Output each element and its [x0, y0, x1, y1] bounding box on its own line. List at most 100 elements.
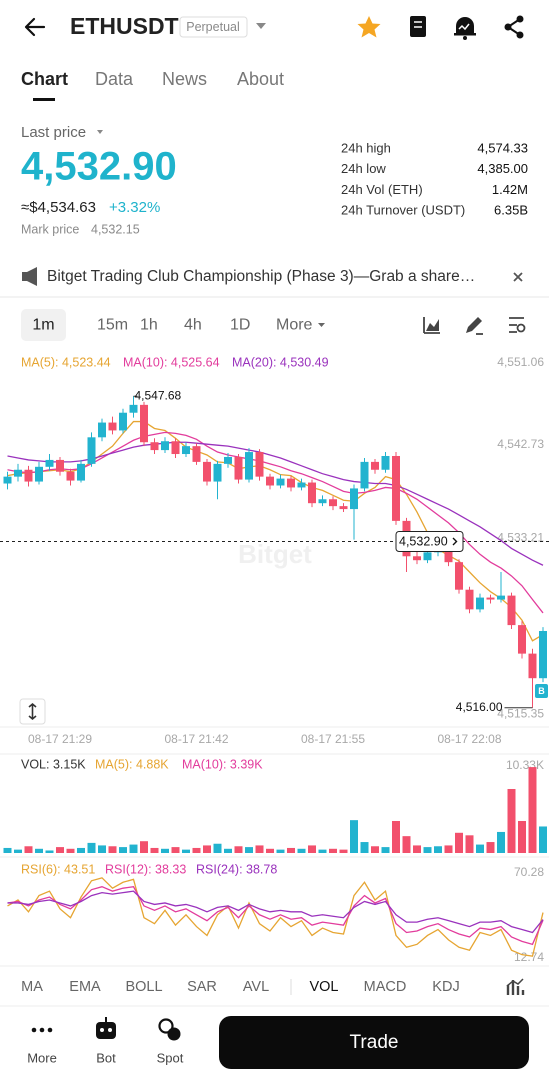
indicator[interactable]: MACD [364, 979, 407, 995]
volume-bar [245, 847, 253, 853]
last-price-label: Last price [21, 124, 86, 141]
trade-label[interactable]: Trade [350, 1032, 399, 1053]
legend-entry: MA(10): 3.39K [182, 757, 263, 771]
stat-value: 4,385.00 [477, 161, 528, 176]
y-tick-label: 4,533.21 [497, 531, 544, 545]
candle-body [486, 597, 495, 600]
candle-body [413, 556, 421, 561]
candle-body [108, 422, 117, 431]
volume-bar [371, 846, 379, 853]
chart-type-icon[interactable] [423, 317, 440, 334]
candle-body [255, 452, 264, 477]
bot-icon[interactable] [96, 1017, 116, 1039]
share-icon[interactable] [504, 15, 524, 39]
candle-body [3, 476, 12, 484]
spot-icon[interactable] [158, 1018, 181, 1041]
volume-bar [392, 820, 400, 853]
stat-label: 24h high [341, 140, 391, 155]
alert-icon[interactable] [454, 17, 476, 40]
dropdown-icon [97, 130, 103, 134]
legend-entry: MA(5): 4,523.44 [21, 355, 111, 369]
indicator[interactable]: SAR [187, 979, 217, 995]
more-dropdown [318, 323, 325, 327]
stat-label: 24h Vol (ETH) [341, 182, 423, 197]
volume-bar [224, 848, 232, 853]
nav-label[interactable]: Spot [157, 1050, 184, 1065]
interval[interactable]: More [276, 317, 313, 334]
volume-bar [339, 849, 348, 853]
nav-label[interactable]: Bot [96, 1050, 116, 1065]
volume-bar [423, 847, 432, 853]
volume-bar [108, 846, 117, 853]
interval-selected-bg [21, 309, 66, 341]
candle-body [444, 547, 453, 563]
indicator[interactable]: EMA [69, 979, 101, 995]
tab[interactable]: Data [95, 69, 134, 89]
candle-body [518, 625, 526, 654]
scale-toggle[interactable] [19, 698, 46, 725]
price-chart: Bitget 4,551.06 4,542.73 4,533.21 4,515.35 08… [0, 355, 549, 746]
volume-bar [35, 848, 43, 853]
indicator[interactable]: KDJ [432, 979, 459, 995]
trade-button[interactable] [219, 1016, 529, 1069]
indicator[interactable]: VOL [309, 979, 338, 995]
x-tick-label: 08-17 21:29 [28, 732, 92, 746]
candle-body [14, 469, 22, 477]
interval[interactable]: 4h [184, 317, 202, 334]
tab[interactable]: News [162, 69, 207, 89]
volume-bar [14, 849, 22, 853]
volume-title: VOL: 3.15K [21, 757, 86, 771]
badge-box [179, 16, 248, 38]
interval[interactable]: 1D [230, 317, 250, 334]
volume-bar [476, 844, 484, 853]
candle-body [276, 478, 285, 486]
indicator[interactable]: BOLL [125, 979, 162, 995]
volume-bar [507, 788, 516, 853]
candle-body [455, 562, 463, 590]
banner-text[interactable]: Bitget Trading Club Championship (Phase … [47, 268, 475, 285]
volume-bar [140, 841, 148, 853]
indicator-settings[interactable] [506, 978, 525, 995]
stat-value: 4,574.33 [477, 140, 528, 155]
volume-bar [297, 848, 306, 853]
book-icon[interactable] [410, 16, 426, 37]
last-price-chevron [452, 537, 458, 546]
candle-body [360, 461, 369, 489]
ma-line [7, 431, 544, 614]
candle-body [66, 471, 75, 481]
draw-icon[interactable] [466, 317, 483, 335]
divider [0, 296, 549, 298]
rsi-line [7, 890, 544, 934]
banner-close[interactable] [513, 272, 523, 282]
rsi-line [7, 886, 544, 946]
volume-bar [24, 846, 33, 853]
indicator[interactable]: AVL [243, 979, 269, 995]
back-button[interactable] [24, 17, 46, 37]
candle-body [528, 653, 537, 679]
volume-bar [434, 846, 442, 853]
candle-body [77, 463, 85, 481]
candle-body [476, 597, 484, 610]
badge: Perpetual [186, 20, 240, 34]
candle-body [182, 446, 190, 455]
stats: 24h high 4,574.33 24h low 4,385.00 24h Vol (… [341, 140, 528, 217]
symbol-dropdown[interactable] [256, 23, 266, 29]
volume-bar [528, 767, 537, 853]
tab[interactable]: Chart [21, 69, 68, 89]
volume-bar [413, 845, 421, 853]
candle-body [539, 631, 547, 679]
more-icon[interactable] [31, 1027, 53, 1033]
y-tick-label: 4,542.73 [497, 437, 544, 451]
interval[interactable]: 1h [140, 317, 158, 334]
tab[interactable]: About [237, 69, 284, 89]
interval[interactable]: 1m [32, 317, 54, 334]
candle-body [140, 404, 148, 443]
interval[interactable]: 15m [97, 317, 128, 334]
indicator[interactable]: MA [21, 979, 43, 995]
volume-bar [497, 831, 505, 853]
settings-icon[interactable] [509, 317, 526, 333]
x-tick-label: 08-17 21:55 [301, 732, 365, 746]
volume-chart: VOL: 3.15K MA(5): 4.88K MA(10): 3.39K 10.33… [3, 757, 547, 853]
nav-label[interactable]: More [27, 1050, 57, 1065]
favorite[interactable] [357, 16, 381, 38]
